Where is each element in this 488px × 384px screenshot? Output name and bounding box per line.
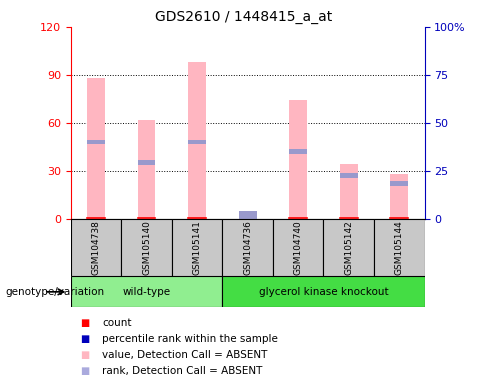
Text: ■: ■ bbox=[81, 366, 90, 376]
Bar bbox=[340, 173, 358, 178]
Text: GSM104738: GSM104738 bbox=[92, 220, 101, 275]
Bar bbox=[87, 78, 105, 219]
Bar bbox=[172, 219, 223, 276]
Text: GSM105141: GSM105141 bbox=[193, 220, 202, 275]
Text: percentile rank within the sample: percentile rank within the sample bbox=[102, 334, 278, 344]
Text: GSM104736: GSM104736 bbox=[243, 220, 252, 275]
Bar bbox=[273, 219, 324, 276]
Bar bbox=[223, 219, 273, 276]
Text: value, Detection Call = ABSENT: value, Detection Call = ABSENT bbox=[102, 350, 268, 360]
Bar bbox=[289, 149, 307, 154]
Text: GDS2610 / 1448415_a_at: GDS2610 / 1448415_a_at bbox=[155, 10, 333, 23]
Bar bbox=[188, 62, 206, 219]
Bar bbox=[71, 219, 122, 276]
Bar bbox=[71, 276, 223, 307]
Text: GSM105142: GSM105142 bbox=[344, 220, 353, 275]
Bar bbox=[223, 276, 425, 307]
Text: ■: ■ bbox=[81, 318, 90, 328]
Bar bbox=[138, 120, 155, 219]
Bar bbox=[138, 161, 155, 165]
Text: GSM105144: GSM105144 bbox=[395, 220, 404, 275]
Bar bbox=[324, 219, 374, 276]
Text: genotype/variation: genotype/variation bbox=[5, 287, 104, 297]
Bar bbox=[390, 174, 408, 219]
Text: count: count bbox=[102, 318, 132, 328]
Bar bbox=[340, 164, 358, 219]
Text: wild-type: wild-type bbox=[122, 287, 171, 297]
Bar bbox=[390, 181, 408, 186]
Text: glycerol kinase knockout: glycerol kinase knockout bbox=[259, 287, 388, 297]
Text: rank, Detection Call = ABSENT: rank, Detection Call = ABSENT bbox=[102, 366, 263, 376]
Text: ■: ■ bbox=[81, 350, 90, 360]
Bar bbox=[289, 101, 307, 219]
Text: ■: ■ bbox=[81, 334, 90, 344]
Bar bbox=[239, 211, 257, 219]
Bar bbox=[188, 140, 206, 144]
Bar bbox=[122, 219, 172, 276]
Bar bbox=[87, 140, 105, 144]
Text: GSM105140: GSM105140 bbox=[142, 220, 151, 275]
Text: GSM104740: GSM104740 bbox=[294, 220, 303, 275]
Bar bbox=[374, 219, 425, 276]
